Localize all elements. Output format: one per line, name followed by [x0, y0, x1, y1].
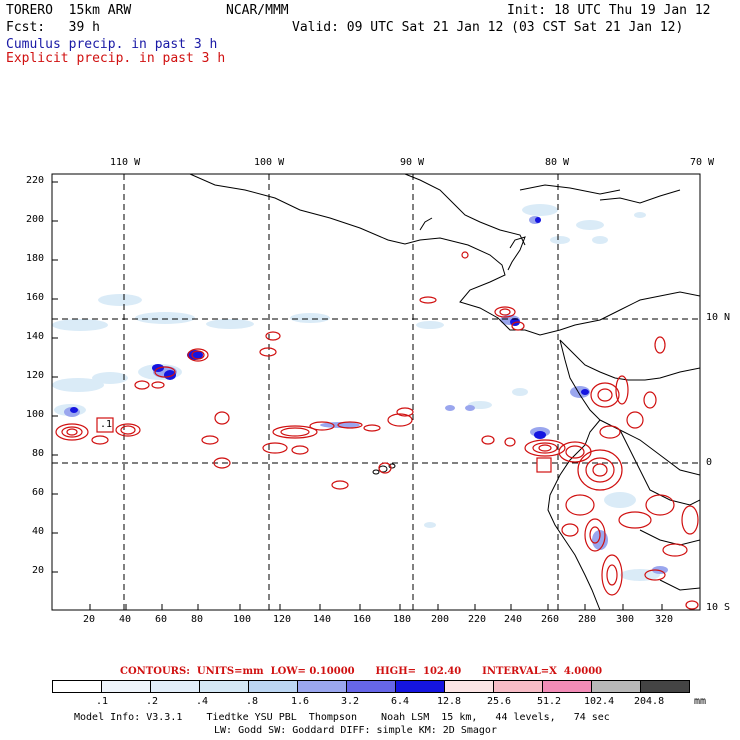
forecast-hour: Fcst: 39 h [6, 20, 100, 35]
axis-ticks [52, 181, 663, 610]
colorbar-label: .4 [196, 696, 209, 707]
colorbar-cell [101, 680, 151, 693]
x-tick-label: 200 [431, 614, 450, 625]
x-tick-label: 140 [313, 614, 332, 625]
colorbar-cell [199, 680, 249, 693]
colorbar-cell [297, 680, 347, 693]
graticule [52, 174, 700, 610]
lat-label: 0 [706, 457, 713, 468]
y-tick-label: 80 [32, 448, 45, 459]
y-tick-label: 220 [26, 175, 45, 186]
cumulus-precip-heavy [70, 217, 589, 439]
contours-info: CONTOURS: UNITS=mm LOW= 0.10000 HIGH= 10… [120, 666, 603, 677]
colorbar-label: .8 [246, 696, 259, 707]
y-tick-label: 100 [26, 409, 45, 420]
extrema-markers [96, 417, 552, 473]
y-tick-label: 20 [32, 565, 45, 576]
x-tick-label: 120 [273, 614, 292, 625]
y-tick-label: 160 [26, 292, 45, 303]
x-tick-label: 280 [578, 614, 597, 625]
colorbar-label: 12.8 [437, 696, 462, 707]
y-tick-label: 40 [32, 526, 45, 537]
x-tick-label: 80 [191, 614, 204, 625]
lat-label: 10 S [706, 602, 731, 613]
colorbar-cell [591, 680, 641, 693]
colorbar-label: 6.4 [391, 696, 410, 707]
colorbar-label: 51.2 [537, 696, 562, 707]
x-tick-label: 300 [616, 614, 635, 625]
x-tick-label: 160 [353, 614, 372, 625]
colorbar-cell [444, 680, 494, 693]
colorbar-cell [346, 680, 396, 693]
lon-label: 70 W [690, 157, 715, 168]
x-tick-label: 260 [541, 614, 560, 625]
colorbar-cell [493, 680, 543, 693]
y-tick-label: 140 [26, 331, 45, 342]
colorbar-label: .1 [96, 696, 109, 707]
coastline [189, 174, 700, 610]
colorbar-cell [150, 680, 200, 693]
x-tick-label: 180 [393, 614, 412, 625]
x-tick-label: 320 [655, 614, 674, 625]
low-marker-label: .1 [100, 419, 113, 430]
colorbar-label: 25.6 [487, 696, 512, 707]
org-label: NCAR/MMM [226, 3, 289, 18]
colorbar-cell [52, 680, 102, 693]
colorbar-label: 204.8 [634, 696, 665, 707]
x-tick-label: 60 [155, 614, 168, 625]
colorbar-cell [395, 680, 445, 693]
y-tick-label: 60 [32, 487, 45, 498]
lon-label: 80 W [545, 157, 570, 168]
x-tick-label: 100 [233, 614, 252, 625]
model-info-line2: LW: Godd SW: Goddard DIFF: simple KM: 2D… [214, 725, 497, 736]
lat-label: 10 N [706, 312, 731, 323]
y-tick-label: 200 [26, 214, 45, 225]
lon-label: 110 W [110, 157, 141, 168]
x-tick-label: 20 [83, 614, 96, 625]
y-tick-label: 120 [26, 370, 45, 381]
model-title: TORERO 15km ARW [6, 3, 132, 18]
colorbar-cell [640, 680, 690, 693]
y-tick-label: 180 [26, 253, 45, 264]
colorbar-cell [542, 680, 592, 693]
colorbar-label: .2 [146, 696, 159, 707]
lon-label: 100 W [254, 157, 285, 168]
model-info-line1: Model Info: V3.3.1 Tiedtke YSU PBL Thomp… [74, 712, 610, 723]
colorbar [52, 680, 690, 693]
x-tick-label: 240 [504, 614, 523, 625]
colorbar-label: 102.4 [584, 696, 615, 707]
colorbar-cell [248, 680, 298, 693]
explicit-precip-contours [55, 251, 699, 610]
colorbar-label: 1.6 [291, 696, 310, 707]
x-tick-label: 220 [468, 614, 487, 625]
plot-frame [51, 173, 701, 611]
x-tick-label: 40 [119, 614, 132, 625]
cumulus-legend: Cumulus precip. in past 3 h [6, 37, 218, 52]
explicit-legend: Explicit precip. in past 3 h [6, 51, 226, 66]
lon-label: 90 W [400, 157, 425, 168]
valid-time: Valid: 09 UTC Sat 21 Jan 12 (03 CST Sat … [292, 20, 684, 35]
colorbar-label: 3.2 [341, 696, 360, 707]
cumulus-precip-medium [64, 216, 668, 574]
init-time: Init: 18 UTC Thu 19 Jan 12 [507, 3, 711, 18]
colorbar-unit: mm [694, 696, 707, 707]
